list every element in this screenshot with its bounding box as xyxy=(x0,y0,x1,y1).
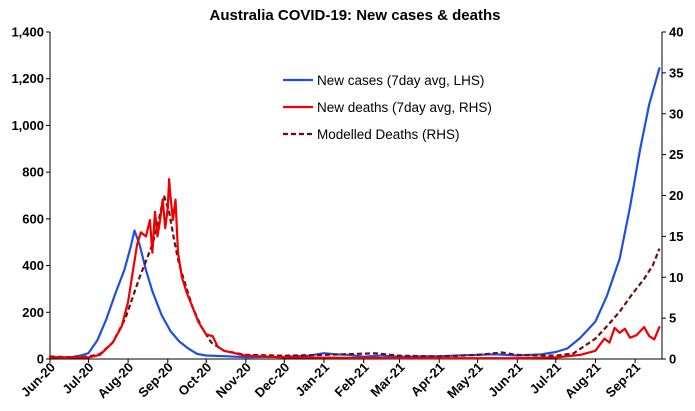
y-right-tick-label: 40 xyxy=(669,25,683,40)
y-left-tick-label: 800 xyxy=(22,165,44,180)
x-tick-label: Sep-20 xyxy=(135,360,176,401)
y-left-tick-label: 400 xyxy=(22,258,44,273)
x-tick-label: Aug-21 xyxy=(562,360,604,402)
series-line-modelled-deaths-rhs xyxy=(49,194,661,359)
x-tick-label: Jul-21 xyxy=(527,360,564,397)
x-tick-label: Oct-20 xyxy=(175,360,214,399)
y-right-tick-label: 15 xyxy=(669,229,683,244)
y-right-tick-label: 5 xyxy=(669,311,676,326)
y-right-tick-label: 20 xyxy=(669,188,683,203)
y-right-tick-label: 35 xyxy=(669,65,683,80)
y-right-tick-label: 0 xyxy=(669,352,676,367)
x-tick-label: Apr-21 xyxy=(408,360,448,400)
legend-label: Modelled Deaths (RHS) xyxy=(317,127,460,142)
y-left-tick-label: 200 xyxy=(22,305,44,320)
x-tick-label: Jan-21 xyxy=(292,360,332,400)
x-tick-label: Nov-20 xyxy=(213,360,254,401)
legend: New cases (7day avg, LHS) New deaths (7da… xyxy=(283,73,492,142)
y-left-tick-label: 0 xyxy=(37,352,44,367)
x-tick-label: Jul-20 xyxy=(59,360,96,397)
x-tick-label: Sep-21 xyxy=(602,360,643,401)
chart-title: Australia COVID-19: New cases & deaths xyxy=(210,7,501,24)
y-left-tick-label: 1,000 xyxy=(11,118,44,133)
y-right-tick-label: 30 xyxy=(669,106,683,121)
series-lines xyxy=(48,67,661,360)
y-right-tick-label: 25 xyxy=(669,147,683,162)
y-right-tick-label: 10 xyxy=(669,270,683,285)
x-tick-label: Jun-21 xyxy=(485,360,525,400)
x-tick-label: Aug-20 xyxy=(94,360,136,402)
legend-label: New cases (7day avg, LHS) xyxy=(317,73,484,88)
y-left-tick-label: 600 xyxy=(22,211,44,226)
series-line-new-deaths-day-avg-rhs xyxy=(48,178,661,360)
y-left-tick-label: 1,400 xyxy=(11,25,44,40)
axes xyxy=(46,31,666,363)
x-tick-label: Mar-21 xyxy=(367,360,407,400)
x-tick-label: Dec-20 xyxy=(252,360,293,401)
y-left-tick-label: 1,200 xyxy=(11,71,44,86)
x-tick-label: Feb-21 xyxy=(332,360,372,400)
legend-label: New deaths (7day avg, RHS) xyxy=(317,100,492,115)
x-tick-label: May-21 xyxy=(444,360,486,402)
